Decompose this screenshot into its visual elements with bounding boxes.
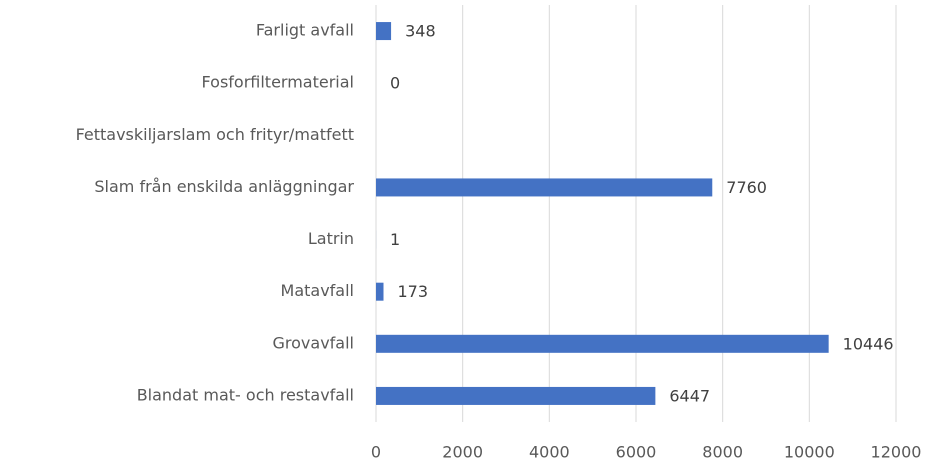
data-label: 348 bbox=[405, 22, 436, 41]
y-tick-label: Slam från enskilda anläggningar bbox=[94, 177, 354, 196]
y-tick-label: Farligt avfall bbox=[256, 21, 354, 40]
data-label: 173 bbox=[397, 282, 428, 301]
x-tick-label: 10000 bbox=[784, 443, 835, 462]
data-label: 1 bbox=[390, 230, 400, 249]
y-tick-label: Fettavskiljarslam och frityr/matfett bbox=[76, 125, 354, 144]
bar bbox=[376, 386, 656, 405]
data-label: 10446 bbox=[843, 334, 894, 353]
bar bbox=[376, 178, 713, 197]
x-tick-label: 6000 bbox=[616, 443, 657, 462]
x-tick-label: 4000 bbox=[529, 443, 570, 462]
y-tick-label: Latrin bbox=[308, 229, 354, 248]
bar bbox=[376, 22, 392, 41]
data-label: 0 bbox=[390, 74, 400, 93]
y-tick-label: Fosforfiltermaterial bbox=[202, 73, 354, 92]
y-tick-label: Blandat mat- och restavfall bbox=[137, 385, 354, 404]
bar bbox=[376, 282, 384, 301]
x-tick-label: 8000 bbox=[702, 443, 743, 462]
y-tick-label: Grovavfall bbox=[273, 333, 354, 352]
x-tick-label: 2000 bbox=[442, 443, 483, 462]
data-label: 7760 bbox=[726, 178, 767, 197]
y-tick-label: Matavfall bbox=[281, 281, 354, 300]
data-label: 6447 bbox=[669, 386, 710, 405]
x-tick-label: 0 bbox=[371, 443, 381, 462]
bar bbox=[376, 334, 829, 353]
x-tick-label: 12000 bbox=[871, 443, 922, 462]
